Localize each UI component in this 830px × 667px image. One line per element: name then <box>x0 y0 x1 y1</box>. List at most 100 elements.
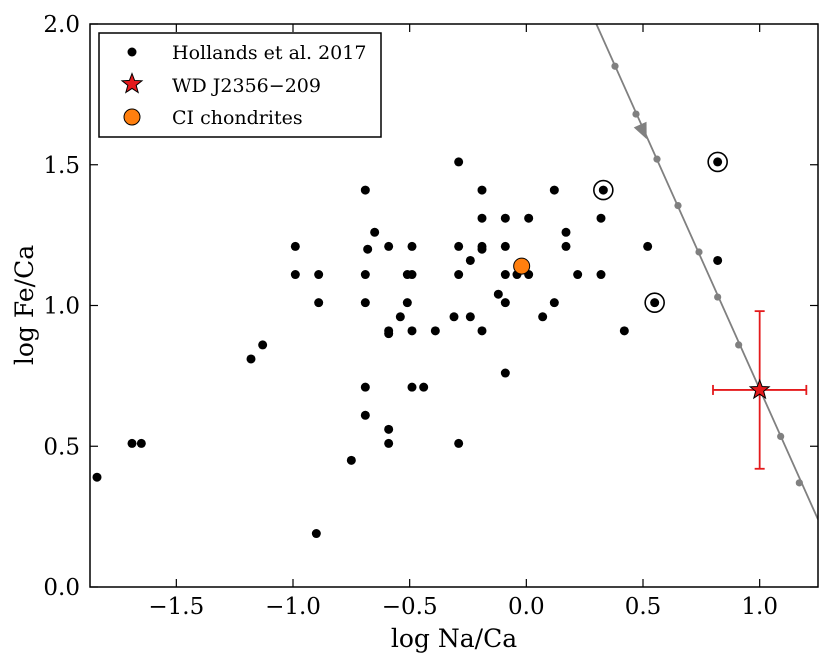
x-tick-label: 1.0 <box>741 594 778 620</box>
y-tick-label: 2.0 <box>43 12 80 38</box>
hollands-point <box>407 241 417 251</box>
hollands-point <box>246 354 256 364</box>
legend-box <box>98 32 382 138</box>
model-track-marker <box>632 110 640 118</box>
hollands-point <box>477 326 487 336</box>
hollands-point <box>360 410 370 420</box>
legend-label-ci: CI chondrites <box>172 107 303 129</box>
y-tick-label: 1.0 <box>43 294 80 320</box>
hollands-point <box>258 340 268 350</box>
hollands-point <box>477 185 487 195</box>
model-track-marker <box>674 201 682 210</box>
hollands-point <box>619 326 629 336</box>
hollands-point <box>493 289 503 299</box>
hollands-point <box>713 255 723 265</box>
hollands-point <box>713 157 723 167</box>
model-track-marker <box>714 293 722 301</box>
x-tick-label: −1.5 <box>148 594 204 620</box>
hollands-point <box>465 255 475 265</box>
x-axis-label: log Na/Ca <box>391 624 517 653</box>
x-tick-label: 0.5 <box>625 594 662 620</box>
hollands-point <box>136 438 146 448</box>
legend-label-wd: WD J2356−209 <box>172 75 321 97</box>
hollands-point <box>454 241 464 251</box>
model-track-marker <box>777 432 785 440</box>
highlight-ring <box>593 179 614 201</box>
hollands-point <box>360 185 370 195</box>
hollands-point <box>384 329 394 339</box>
model-track <box>595 24 818 520</box>
legend-marker-wd <box>120 72 144 94</box>
hollands-point <box>314 298 324 308</box>
hollands-point <box>395 312 405 322</box>
hollands-point <box>407 326 417 336</box>
hollands-point <box>127 438 137 448</box>
hollands-point <box>384 424 394 434</box>
hollands-point <box>573 270 583 280</box>
y-tick-label: 1.5 <box>43 153 80 179</box>
highlight-ring <box>707 151 728 173</box>
hollands-point <box>561 241 571 251</box>
hollands-point <box>360 270 370 280</box>
legend-marker-hollands <box>127 47 137 57</box>
hollands-point <box>500 270 510 280</box>
model-track-marker <box>611 62 619 70</box>
model-track-marker <box>795 479 803 487</box>
hollands-point <box>92 472 102 482</box>
hollands-point <box>346 455 356 465</box>
x-tick-label: −1.0 <box>265 594 321 620</box>
hollands-point <box>384 438 394 448</box>
legend: Hollands et al. 2017 WD J2356−209 CI cho… <box>98 32 382 138</box>
hollands-point <box>454 438 464 448</box>
wd-j2356-point <box>748 378 771 400</box>
hollands-point <box>454 157 464 167</box>
x-tick-label: −0.5 <box>382 594 438 620</box>
model-track-marker <box>695 248 703 256</box>
hollands-point <box>598 185 608 195</box>
hollands-point <box>549 185 559 195</box>
hollands-point <box>290 241 300 251</box>
y-tick-label: 0.5 <box>43 434 80 460</box>
model-track-marker <box>735 341 743 349</box>
hollands-point <box>419 382 429 392</box>
hollands-point <box>360 298 370 308</box>
highlight-ring <box>644 292 665 313</box>
hollands-point <box>314 270 324 280</box>
hollands-point <box>596 270 606 280</box>
hollands-point <box>384 241 394 251</box>
axis-ticks: −1.5 −1.0 −0.5 0.0 0.5 1.0 0.0 0.5 1.0 1.5 2.0 <box>43 12 818 620</box>
hollands-point <box>650 298 660 308</box>
hollands-point <box>449 312 459 322</box>
hollands-point <box>500 241 510 251</box>
hollands-point <box>311 529 321 539</box>
hollands-point <box>500 368 510 378</box>
hollands-point <box>643 241 653 251</box>
hollands-point <box>477 244 487 254</box>
hollands-point <box>596 213 606 223</box>
y-axis-label: log Fe/Ca <box>10 245 39 365</box>
model-track-arrow <box>633 121 647 140</box>
hollands-point <box>407 382 417 392</box>
legend-marker-ci <box>123 108 141 126</box>
hollands-point <box>500 298 510 308</box>
hollands-point <box>477 213 487 223</box>
legend-label-hollands: Hollands et al. 2017 <box>172 42 366 64</box>
hollands-point <box>430 326 440 336</box>
hollands-point <box>454 270 464 280</box>
plot-frame <box>89 23 819 588</box>
hollands-point <box>549 298 559 308</box>
y-tick-label: 0.0 <box>43 575 80 601</box>
hollands-point <box>360 382 370 392</box>
hollands-point <box>538 312 548 322</box>
hollands-point <box>290 270 300 280</box>
hollands-point <box>407 270 417 280</box>
ci-chondrites-point <box>513 257 531 275</box>
hollands-point <box>465 312 475 322</box>
x-tick-label: 0.0 <box>508 594 545 620</box>
hollands-point <box>370 227 380 237</box>
hollands-point <box>524 213 534 223</box>
hollands-point <box>561 227 571 237</box>
data-points <box>92 151 808 539</box>
hollands-point <box>363 244 373 254</box>
